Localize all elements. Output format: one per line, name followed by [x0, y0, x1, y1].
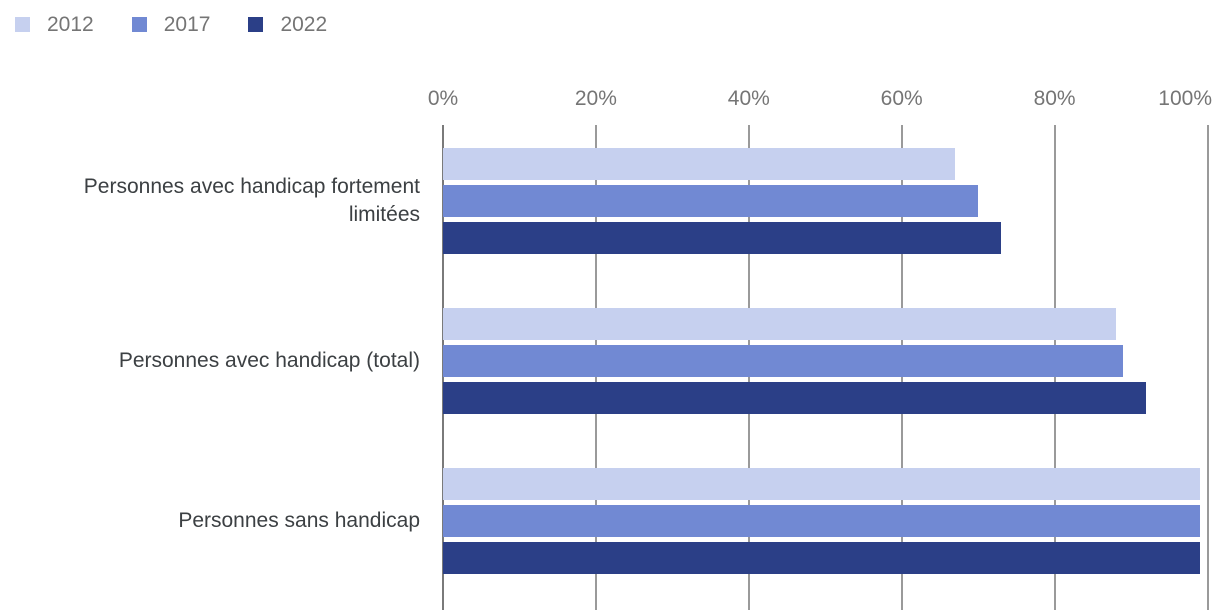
bar-2022 — [443, 542, 1200, 574]
bar-2017 — [443, 345, 1124, 377]
category-label: Personnes sans handicap — [178, 509, 420, 532]
x-tick-label: 20% — [574, 87, 617, 110]
gridline — [1206, 125, 1209, 610]
legend-label: 2017 — [163, 13, 211, 36]
legend-label: 2022 — [280, 13, 328, 36]
legend: 2012 2017 2022 — [15, 14, 327, 35]
bar-2022 — [443, 382, 1147, 414]
bar-2012 — [443, 148, 956, 180]
bar-2017 — [443, 505, 1200, 537]
category-label: Personnes avec handicap (total) — [118, 349, 420, 372]
legend-swatch-icon — [248, 17, 264, 32]
x-tick-label: 100% — [1158, 87, 1212, 110]
legend-swatch-icon — [15, 17, 30, 32]
x-tick-label: 80% — [1033, 87, 1076, 110]
x-tick-label: 60% — [880, 87, 923, 110]
legend-item-2017: 2017 — [131, 13, 211, 36]
legend-swatch-icon — [131, 17, 147, 32]
bar-2012 — [443, 468, 1200, 500]
x-tick-label: 40% — [727, 87, 770, 110]
bar-2017 — [443, 185, 979, 217]
legend-item-2022: 2022 — [248, 14, 327, 35]
legend-label: 2012 — [47, 13, 94, 36]
bar-2012 — [443, 308, 1116, 340]
category-label: Personnes avec handicap fortement limité… — [83, 175, 420, 226]
legend-item-2012: 2012 — [15, 14, 94, 35]
x-tick-label: 0% — [427, 87, 459, 110]
bar-2022 — [443, 222, 1002, 254]
